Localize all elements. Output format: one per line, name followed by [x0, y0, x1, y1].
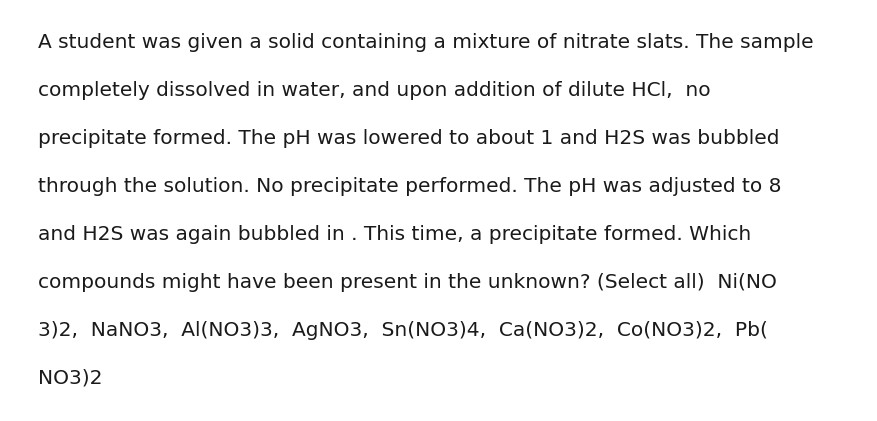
Text: and H2S was again bubbled in . This time, a precipitate formed. Which: and H2S was again bubbled in . This time…	[38, 225, 752, 244]
Text: completely dissolved in water, and upon addition of dilute HCl,  no: completely dissolved in water, and upon …	[38, 81, 710, 100]
Text: compounds might have been present in the unknown? (Select all)  Ni(NO: compounds might have been present in the…	[38, 273, 777, 292]
Text: A student was given a solid containing a mixture of nitrate slats. The sample: A student was given a solid containing a…	[38, 33, 814, 52]
Text: precipitate formed. The pH was lowered to about 1 and H2S was bubbled: precipitate formed. The pH was lowered t…	[38, 129, 780, 148]
Text: 3)2,  NaNO3,  Al(NO3)3,  AgNO3,  Sn(NO3)4,  Ca(NO3)2,  Co(NO3)2,  Pb(: 3)2, NaNO3, Al(NO3)3, AgNO3, Sn(NO3)4, C…	[38, 321, 768, 340]
Text: through the solution. No precipitate performed. The pH was adjusted to 8: through the solution. No precipitate per…	[38, 177, 781, 196]
Text: NO3)2: NO3)2	[38, 369, 103, 388]
